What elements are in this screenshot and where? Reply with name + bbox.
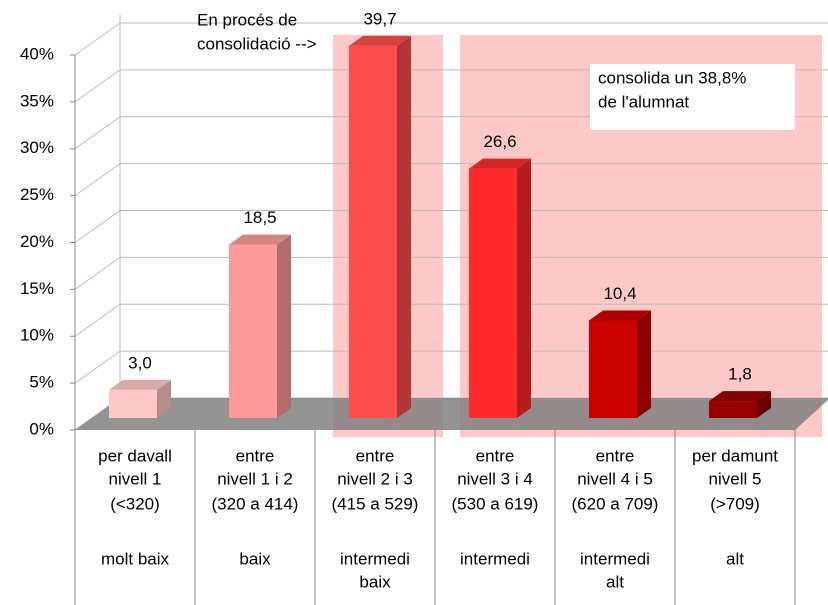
x-tick-label: baix <box>359 572 391 591</box>
x-tick-label: nivell 5 <box>709 469 762 488</box>
bar <box>109 389 157 418</box>
x-tick-label: (530 a 619) <box>452 494 539 513</box>
bar-top <box>109 379 171 390</box>
grid-line <box>74 303 121 337</box>
value-label: 26,6 <box>483 132 516 151</box>
x-tick-label: nivell 2 i 3 <box>337 469 413 488</box>
y-tick-label: 25% <box>20 185 54 204</box>
y-tick-label: 10% <box>20 326 54 345</box>
bar <box>229 244 277 418</box>
x-tick-label: per damunt <box>692 446 778 465</box>
y-tick-label: 0% <box>29 419 54 438</box>
bar <box>349 45 397 418</box>
bar-side <box>157 379 171 418</box>
annotation: consolida un 38,8% <box>598 68 746 87</box>
x-tick-label: molt baix <box>101 549 170 568</box>
value-label: 18,5 <box>243 208 276 227</box>
annotation: En procés de <box>197 10 297 29</box>
value-label: 1,8 <box>728 365 752 384</box>
bar-side <box>277 234 291 418</box>
bar-side <box>757 391 771 418</box>
x-tick-label: nivell 1 <box>109 469 162 488</box>
x-tick-label: entre <box>476 446 515 465</box>
x-tick-label: (<320) <box>110 494 160 513</box>
grid-line <box>74 350 121 384</box>
bar-top <box>589 310 651 321</box>
bar <box>709 401 757 418</box>
x-tick-label: (>709) <box>710 494 760 513</box>
x-tick-label: alt <box>606 572 624 591</box>
bar <box>469 168 517 418</box>
y-tick-label: 15% <box>20 279 54 298</box>
y-tick-label: 5% <box>29 373 54 392</box>
x-tick-label: intermedi <box>460 549 530 568</box>
x-tick-label: intermedi <box>580 549 650 568</box>
bar-side <box>517 158 531 418</box>
x-tick-label: alt <box>726 549 744 568</box>
y-tick-label: 20% <box>20 232 54 251</box>
grid-line <box>74 163 121 197</box>
grid-line <box>74 210 121 243</box>
bar-top <box>709 391 771 402</box>
annotation: consolidació --> <box>197 34 317 53</box>
bar <box>589 320 637 418</box>
annotation: de l'alumnat <box>598 92 689 111</box>
annotation-box <box>590 64 795 130</box>
bar-top <box>229 234 291 245</box>
x-tick-label: nivell 3 i 4 <box>457 469 533 488</box>
x-tick-label: (320 a 414) <box>212 494 299 513</box>
bar-side <box>637 310 651 418</box>
bars <box>109 35 771 418</box>
x-tick-label: entre <box>596 446 635 465</box>
grid-line <box>74 116 121 150</box>
grid-line <box>74 69 121 103</box>
x-tick-label: entre <box>356 446 395 465</box>
y-tick-label: 35% <box>20 91 54 110</box>
x-tick-label: (620 a 709) <box>572 494 659 513</box>
value-label: 39,7 <box>363 9 396 28</box>
x-tick-label: intermedi <box>340 549 410 568</box>
x-tick-label: nivell 1 i 2 <box>217 469 293 488</box>
bar-top <box>469 158 531 169</box>
x-tick-label: (415 a 529) <box>332 494 419 513</box>
category-table: per davall nivell 1 (<320) molt baix entre ni… <box>74 430 796 605</box>
grid-line <box>74 22 121 56</box>
value-label: 3,0 <box>128 353 152 372</box>
x-tick-label: entre <box>236 446 275 465</box>
bar-side <box>397 35 411 418</box>
value-label: 10,4 <box>603 284 636 303</box>
x-tick-label: per davall <box>98 446 172 465</box>
grid-line <box>74 256 121 290</box>
y-tick-label: 40% <box>20 44 54 63</box>
x-tick-label: nivell 4 i 5 <box>577 469 653 488</box>
y-tick-label: 30% <box>20 138 54 157</box>
x-tick-label: baix <box>239 549 271 568</box>
bar-top <box>349 35 411 46</box>
